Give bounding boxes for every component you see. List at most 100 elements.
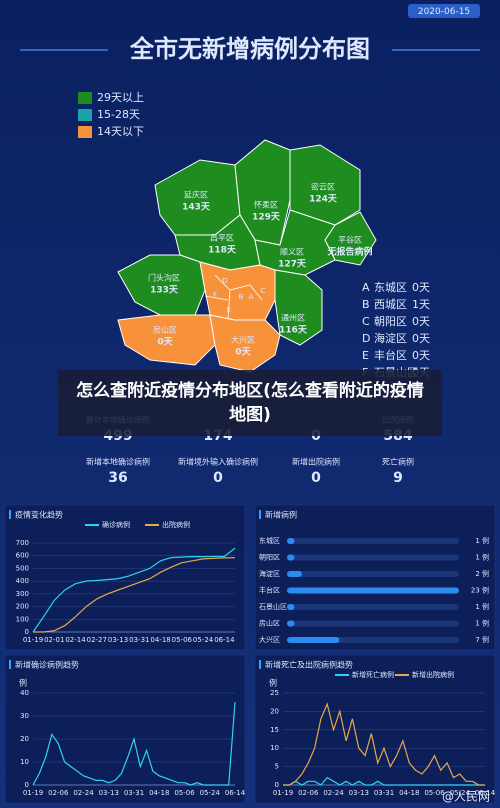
bar-track [287,538,459,544]
panel [254,504,496,651]
list-days: 0天 [412,349,430,362]
district [274,269,323,346]
panel-title: 新增确诊病例趋势 [15,660,79,670]
panel-marker [9,660,11,669]
district-days: 0天 [157,337,173,348]
series-line [32,547,236,633]
x-tick-label: 04-18 [399,789,419,797]
y-tick-label: 20 [270,707,279,715]
bar-category: 朝阳区 [259,553,280,562]
bar-track [287,620,459,627]
x-tick-label: 02-06 [48,789,69,797]
panel-title: 新增死亡及出院病例趋势 [265,660,353,670]
x-tick-label: 05-24 [193,636,214,644]
legend-label: 新增死亡病例 [352,670,394,679]
map-key: F [213,291,217,299]
x-tick-label: 03-13 [349,789,369,797]
list-days: 0天 [412,332,430,345]
x-tick-label: 05-06 [172,636,193,644]
list-name: 朝阳区 [374,315,407,328]
panel-marker [259,660,261,669]
urban-core [199,261,276,321]
x-tick-label: 03-31 [374,789,394,797]
x-tick-label: 02-27 [87,636,107,644]
legend-swatch [78,126,92,138]
legend-label: 确诊病例 [102,520,130,529]
x-tick-label: 03-13 [108,636,128,644]
district-name: 怀柔区 [254,200,278,210]
x-tick-label: 01-19 [23,789,43,797]
x-tick-label: 06-14 [214,636,235,644]
y-tick-label: 500 [16,564,29,572]
bar-value-label: 2 例 [475,569,489,578]
bar-track [287,571,459,577]
list-key: B [362,298,370,311]
x-tick-label: 01-19 [273,789,293,797]
series-line [32,702,236,786]
district-days: 143天 [182,202,211,213]
district-name: 门头沟区 [148,273,180,283]
stat-value: 0 [311,470,321,486]
y-tick-label: 0 [25,628,29,636]
stat-value: 0 [311,428,321,444]
y-tick-label: 10 [270,744,279,752]
caption: 怎么查附近疫情分布地区(怎么查看附近的疫情地图) [58,370,442,436]
map-key: A [249,293,254,301]
y-tick-label: 25 [270,689,279,697]
x-tick-label: 02-01 [44,636,64,644]
list-key: C [362,315,370,328]
district-days: 无报告病例 [326,246,372,258]
bar-category: 丰台区 [259,586,280,595]
y-axis-label: 例 [19,678,27,688]
district-days: 127天 [278,259,307,270]
district-name: 密云区 [311,182,335,192]
bar-track [287,554,459,561]
district-name: 昌平区 [210,234,234,243]
x-tick-label: 02-14 [65,636,86,644]
list-name: 海淀区 [374,331,407,345]
inner-border [204,274,263,319]
watermark: @人民网 [442,790,490,804]
x-tick-label: 01-19 [23,636,43,644]
list-key: A [362,281,370,294]
y-tick-label: 400 [16,577,29,585]
legend-label: 出院病例 [162,520,190,529]
list-name: 丰台区 [374,348,407,362]
district-days: 0天 [235,347,251,358]
district-name: 顺义区 [280,248,304,257]
list-days: 0天 [412,281,430,294]
district-name: 大兴区 [231,335,255,345]
map-key: B [239,293,244,301]
bar-value-label: 1 例 [475,536,489,545]
legend-label: 15-28天 [97,108,140,121]
bar [287,554,295,561]
district-name: 通州区 [281,313,305,323]
map-key: C [261,287,266,295]
date-badge [408,4,480,18]
panel-title: 新增病例 [265,510,297,520]
list-days: 1天 [412,298,430,311]
panel-marker [9,510,11,519]
list-days: 0天 [412,315,430,328]
district-days: 133天 [150,285,179,296]
y-tick-label: 0 [275,781,279,789]
district [289,144,361,226]
district-name: 房山区 [153,325,177,335]
series-line [33,557,236,633]
bar [287,604,295,610]
district-days: 124天 [309,194,338,205]
bar [287,571,302,577]
stat-value: 0 [213,470,223,486]
legend-label: 新增出院病例 [412,670,454,679]
bar [287,538,295,544]
x-tick-label: 02-24 [323,789,344,797]
x-tick-label: 04-18 [150,636,170,644]
list-key: E [362,349,369,362]
y-tick-label: 10 [20,758,29,766]
district-name: 延庆区 [184,190,208,200]
y-axis-label: 例 [269,678,277,688]
district-days: 116天 [279,325,308,336]
bar-track [287,604,459,610]
